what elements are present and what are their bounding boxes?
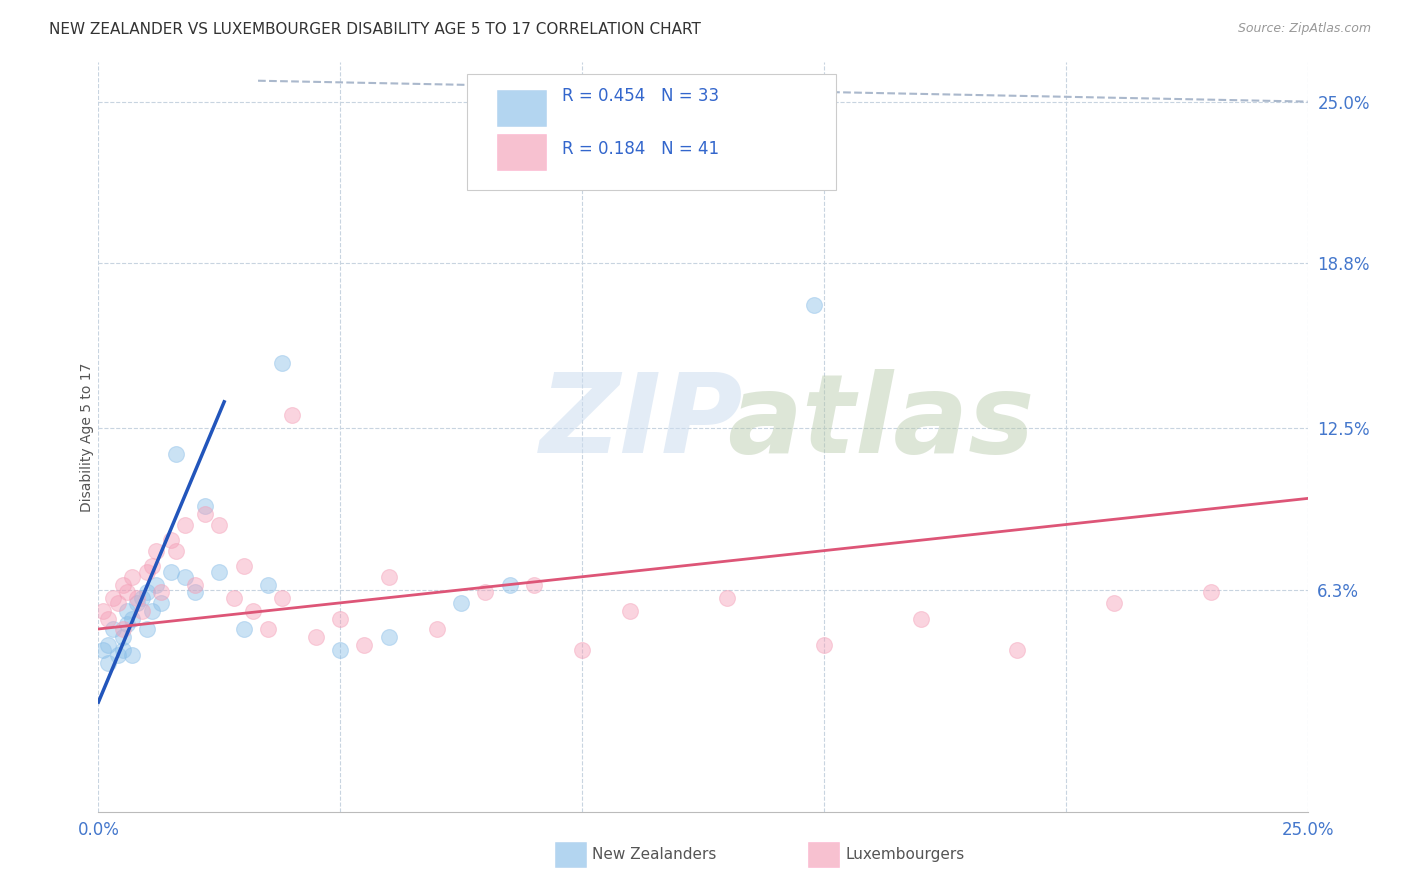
Point (97, 638, 120, 652)
Point (117, 604, 139, 618)
Point (174, 570, 197, 584)
Point (281, 408, 304, 422)
Point (150, 585, 173, 599)
Point (160, 565, 183, 579)
Point (135, 565, 157, 579)
Bar (498, 134, 546, 169)
Text: R = 0.454   N = 33: R = 0.454 N = 33 (561, 87, 718, 105)
Point (184, 585, 207, 599)
Text: New Zealanders: New Zealanders (592, 847, 716, 862)
Text: R = 0.184   N = 41: R = 0.184 N = 41 (561, 140, 718, 158)
Point (271, 591, 294, 605)
Point (256, 577, 278, 591)
Point (131, 604, 153, 618)
Text: ZIP: ZIP (540, 368, 744, 475)
Point (127, 596, 149, 610)
Point (101, 622, 124, 636)
FancyBboxPatch shape (467, 74, 837, 190)
Point (256, 622, 278, 636)
Point (121, 648, 143, 662)
Point (571, 643, 593, 657)
Text: NEW ZEALANDER VS LUXEMBOURGER DISABILITY AGE 5 TO 17 CORRELATION CHART: NEW ZEALANDER VS LUXEMBOURGER DISABILITY… (49, 22, 702, 37)
Point (111, 643, 134, 657)
Point (184, 577, 207, 591)
Point (145, 577, 167, 591)
Point (194, 507, 217, 521)
Point (141, 604, 163, 618)
Point (1199, 585, 1222, 599)
Text: Source: ZipAtlas.com: Source: ZipAtlas.com (1237, 22, 1371, 36)
Point (232, 622, 254, 636)
Point (619, 604, 641, 618)
Point (160, 533, 183, 548)
Text: Luxembourgers: Luxembourgers (845, 847, 965, 862)
Point (208, 565, 231, 579)
Point (668, 173, 690, 187)
Point (101, 591, 124, 605)
Point (305, 630, 328, 644)
Point (498, 577, 520, 591)
Point (426, 622, 449, 636)
Point (91, 643, 114, 657)
Point (165, 543, 187, 558)
Bar (498, 90, 546, 126)
Point (121, 611, 143, 625)
Point (141, 559, 163, 574)
Point (813, 638, 835, 652)
Point (165, 447, 187, 461)
Point (377, 570, 399, 584)
Point (222, 591, 245, 605)
Point (716, 591, 738, 605)
Point (91, 604, 114, 618)
Point (117, 585, 139, 599)
Point (271, 356, 294, 370)
Point (353, 638, 375, 652)
Point (329, 611, 352, 625)
Point (150, 596, 173, 610)
Point (523, 577, 546, 591)
Text: atlas: atlas (727, 368, 1035, 475)
Point (145, 543, 167, 558)
Point (111, 577, 134, 591)
Point (127, 591, 149, 605)
Point (1007, 643, 1029, 657)
Point (97, 656, 120, 670)
Point (450, 596, 472, 610)
Point (121, 570, 143, 584)
Point (1102, 596, 1125, 610)
Point (474, 585, 496, 599)
Point (107, 596, 129, 610)
Point (107, 648, 129, 662)
Point (174, 517, 197, 532)
Point (135, 585, 157, 599)
Point (377, 630, 399, 644)
Point (329, 643, 352, 657)
Point (135, 622, 157, 636)
Point (131, 591, 153, 605)
Point (242, 604, 264, 618)
Point (232, 559, 254, 574)
Point (111, 630, 134, 644)
Point (97, 611, 120, 625)
Point (117, 616, 139, 631)
Y-axis label: Disability Age 5 to 17: Disability Age 5 to 17 (80, 362, 94, 512)
Point (111, 622, 134, 636)
Point (910, 611, 932, 625)
Point (194, 500, 217, 514)
Point (208, 517, 231, 532)
Point (803, 298, 825, 312)
